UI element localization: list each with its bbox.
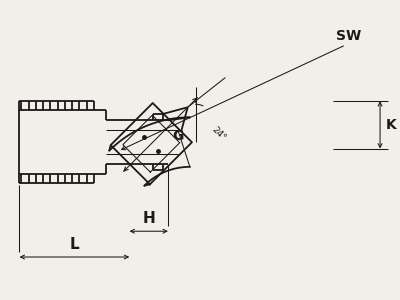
Text: G: G xyxy=(172,130,184,143)
Text: L: L xyxy=(70,237,79,252)
Text: 24°: 24° xyxy=(210,125,227,142)
Text: K: K xyxy=(386,118,397,132)
Text: H: H xyxy=(142,211,155,226)
Text: SW: SW xyxy=(336,29,361,43)
